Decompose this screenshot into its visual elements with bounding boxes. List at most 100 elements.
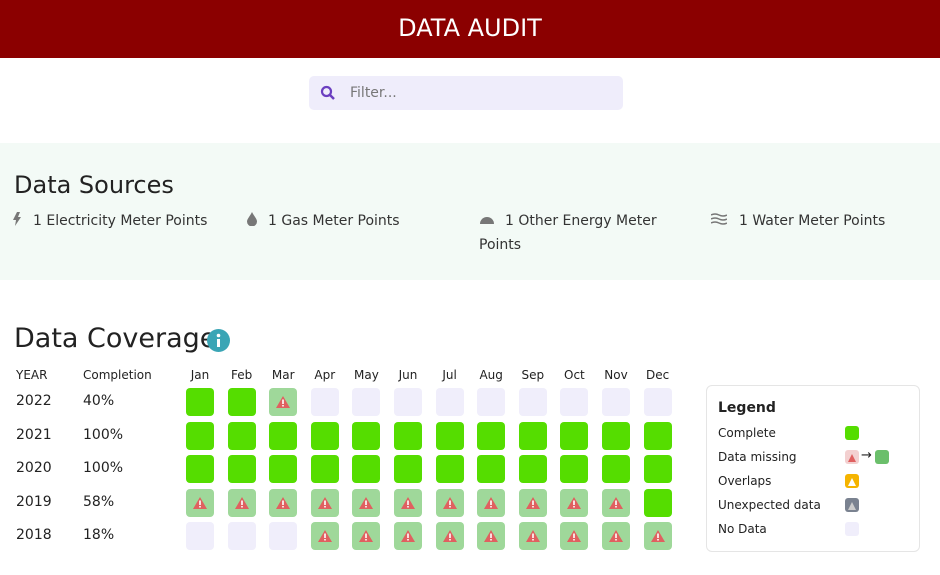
column-header: Mar xyxy=(271,368,295,382)
coverage-cell xyxy=(435,522,464,550)
coverage-cell xyxy=(352,522,381,550)
legend-swatch xyxy=(845,498,859,512)
legend-label: No Data xyxy=(718,522,767,536)
coverage-cell xyxy=(560,388,589,416)
year: 2018 xyxy=(16,527,52,543)
legend-swatch xyxy=(845,474,859,488)
column-header: Apr xyxy=(314,368,336,382)
coverage-cell xyxy=(310,388,339,416)
coverage-cell xyxy=(352,388,381,416)
coverage-cell xyxy=(435,388,464,416)
coverage-cell xyxy=(518,522,547,550)
coverage-cell xyxy=(227,455,256,483)
source-item: 1 Water Meter Points xyxy=(739,213,886,229)
coverage-cell xyxy=(477,488,506,517)
coverage-cell xyxy=(186,488,214,517)
coverage-cell xyxy=(435,488,464,517)
source-item: 1 Gas Meter Points xyxy=(268,213,400,229)
coverage-cell xyxy=(186,522,214,550)
coverage-cell xyxy=(477,421,506,450)
coverage-cell xyxy=(477,522,506,550)
coverage-cell xyxy=(227,388,256,416)
coverage-cell xyxy=(269,388,298,416)
coverage-cell xyxy=(518,421,547,450)
column-header: YEAR xyxy=(16,368,48,382)
coverage-cell xyxy=(352,488,381,517)
column-header: Aug xyxy=(479,368,503,382)
icon xyxy=(13,212,21,226)
source-item: 1 Electricity Meter Points xyxy=(33,213,208,229)
coverage-cell xyxy=(269,421,298,450)
filter-placeholder: Filter... xyxy=(350,85,397,101)
coverage-cell xyxy=(269,455,298,483)
column-header: Oct xyxy=(564,368,585,382)
column-header: Jul xyxy=(442,368,457,382)
filter-input[interactable]: Filter... xyxy=(309,76,623,110)
coverage-cell xyxy=(310,421,339,450)
section-title: Data Coverage xyxy=(14,323,217,354)
legend-swatch xyxy=(845,426,859,440)
completion: 100% xyxy=(83,460,124,476)
year: 2022 xyxy=(16,393,52,409)
coverage-cell xyxy=(394,522,422,550)
coverage-cell xyxy=(477,455,506,483)
section-title: Data Sources xyxy=(14,171,174,199)
year: 2020 xyxy=(16,460,52,476)
column-header: Dec xyxy=(645,368,670,382)
coverage-cell xyxy=(394,421,422,450)
coverage-cell xyxy=(602,488,630,517)
coverage-cell xyxy=(227,488,256,517)
coverage-cell xyxy=(394,455,422,483)
coverage-cell xyxy=(352,455,381,483)
coverage-cell xyxy=(186,388,214,416)
coverage-cell xyxy=(560,421,589,450)
coverage-cell xyxy=(394,488,422,517)
legend-label: Complete xyxy=(718,426,776,440)
icon xyxy=(480,217,494,224)
coverage-cell xyxy=(560,522,589,550)
column-header: Jun xyxy=(398,368,418,382)
column-header: Nov xyxy=(604,368,628,382)
legend-swatch xyxy=(845,450,859,464)
coverage-cell xyxy=(560,488,589,517)
coverage-cell xyxy=(186,455,214,483)
column-header: Jan xyxy=(190,368,210,382)
column-header: Feb xyxy=(230,368,253,382)
completion: 100% xyxy=(83,426,124,443)
coverage-cell xyxy=(269,522,298,550)
coverage-cell xyxy=(310,455,339,483)
source-item: 1 Other Energy Meter Points xyxy=(479,213,657,253)
coverage-cell xyxy=(643,455,672,483)
icon xyxy=(711,213,727,225)
completion: 18% xyxy=(83,527,115,543)
coverage-cell xyxy=(186,421,214,450)
coverage-cell xyxy=(560,455,589,483)
coverage-cell xyxy=(477,388,506,416)
column-header: May xyxy=(353,368,379,382)
search-icon xyxy=(320,85,335,100)
coverage-cell xyxy=(435,421,464,450)
legend-swatch xyxy=(845,522,859,536)
legend-arrow: → xyxy=(861,448,872,463)
icon xyxy=(247,212,257,226)
coverage-cell xyxy=(643,388,672,416)
legend: Legend Complete Data missing → Overlaps Unex… xyxy=(706,385,920,552)
coverage-cell xyxy=(602,522,630,550)
coverage-cell xyxy=(643,421,672,450)
completion: 40% xyxy=(83,393,115,409)
legend-label: Data missing xyxy=(718,450,797,464)
coverage-cell xyxy=(269,488,298,517)
coverage-cell xyxy=(602,455,630,483)
coverage-cell xyxy=(394,388,422,416)
header-title: DATA AUDIT xyxy=(0,0,940,58)
legend-title: Legend xyxy=(718,400,776,416)
year: 2019 xyxy=(16,493,52,510)
info-icon[interactable] xyxy=(207,329,230,352)
coverage-cell xyxy=(227,522,256,550)
coverage-cell xyxy=(310,522,339,550)
coverage-cell xyxy=(643,488,672,517)
coverage-cell xyxy=(518,488,547,517)
year: 2021 xyxy=(16,426,52,443)
legend-label: Overlaps xyxy=(718,474,772,488)
